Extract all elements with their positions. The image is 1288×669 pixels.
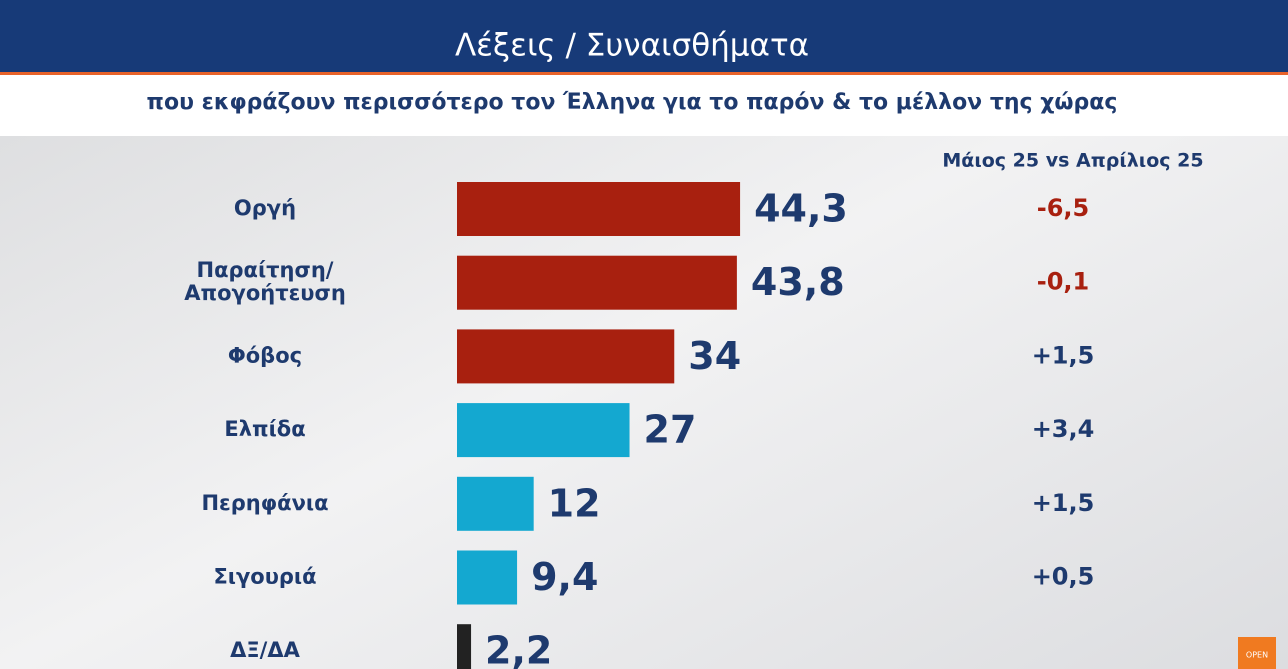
title-band — [0, 0, 1288, 72]
chart-title: Λέξεις / Συναισθήματα — [455, 28, 809, 64]
value-label: 9,4 — [531, 555, 598, 599]
bar — [457, 255, 737, 310]
accent-line — [0, 72, 1288, 75]
category-label: Περηφάνια — [201, 491, 328, 515]
bar — [457, 403, 630, 458]
change-label: +1,5 — [1032, 489, 1095, 517]
bar — [457, 476, 534, 531]
bar — [457, 624, 472, 669]
change-label: -6,5 — [1037, 194, 1089, 222]
value-label: 43,8 — [751, 260, 845, 304]
category-label: Σιγουριά — [213, 565, 316, 589]
subtitle-band — [0, 75, 1288, 136]
category-label: Φόβος — [228, 343, 302, 367]
bar — [457, 329, 675, 384]
bar — [457, 550, 518, 605]
category-label: ΔΞ/ΔΑ — [230, 638, 300, 662]
value-label: 27 — [644, 408, 697, 452]
bar — [457, 182, 741, 236]
change-label: +1,5 — [1032, 341, 1095, 369]
category-label: Οργή — [234, 196, 296, 220]
change-label: +0,5 — [1032, 563, 1095, 591]
value-label: 34 — [688, 334, 741, 378]
value-label: 2,2 — [485, 629, 552, 669]
logo-box — [1238, 637, 1276, 669]
category-label: Παραίτηση/Απογοήτευση — [184, 258, 346, 305]
change-header: Μάιος 25 vs Απρίλιος 25 — [942, 150, 1203, 172]
chart-subtitle: που εκφράζουν περισσότερο τον Έλληνα για… — [147, 90, 1118, 115]
change-label: +3,4 — [1032, 415, 1095, 443]
category-label: Ελπίδα — [224, 417, 305, 441]
value-label: 12 — [548, 481, 601, 525]
change-label: -0,1 — [1037, 268, 1089, 296]
logo: OPEN — [1246, 651, 1268, 660]
value-label: 44,3 — [754, 187, 848, 231]
